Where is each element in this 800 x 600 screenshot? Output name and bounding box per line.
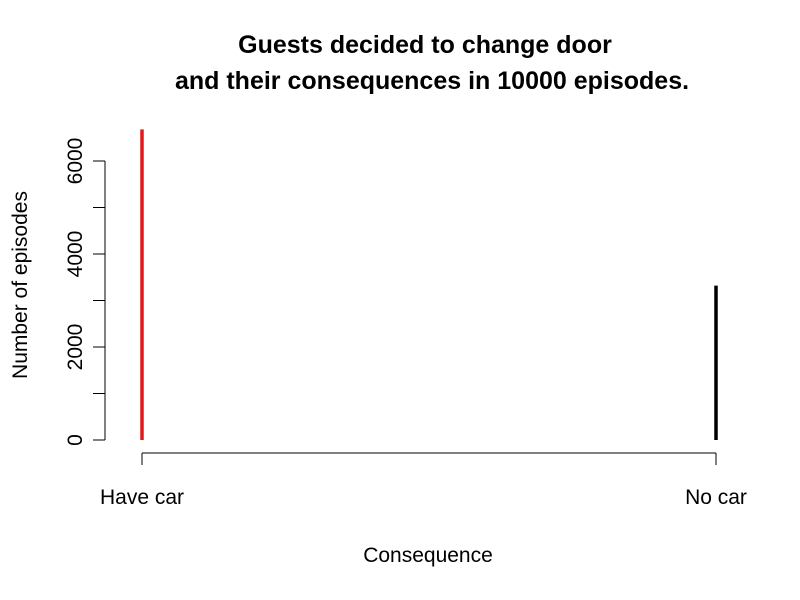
x-tick-label: No car <box>685 486 747 509</box>
chart-title-line-2: and their consequences in 10000 episodes… <box>175 67 689 95</box>
y-axis: 0 2000 4000 6000 <box>64 138 106 446</box>
y-tick-label: 0 <box>64 434 87 446</box>
y-tick-label: 2000 <box>64 324 87 371</box>
y-tick-label: 6000 <box>64 138 87 185</box>
y-tick-label: 4000 <box>64 231 87 278</box>
x-axis-label: Consequence <box>363 544 493 567</box>
chart-title: Guests decided to change door and their … <box>175 31 689 95</box>
x-axis: Have car No car <box>100 452 747 509</box>
bars <box>140 129 718 440</box>
x-tick-label: Have car <box>100 486 184 509</box>
chart-title-line-1: Guests decided to change door <box>238 31 612 59</box>
y-axis-label: Number of episodes <box>9 191 32 379</box>
